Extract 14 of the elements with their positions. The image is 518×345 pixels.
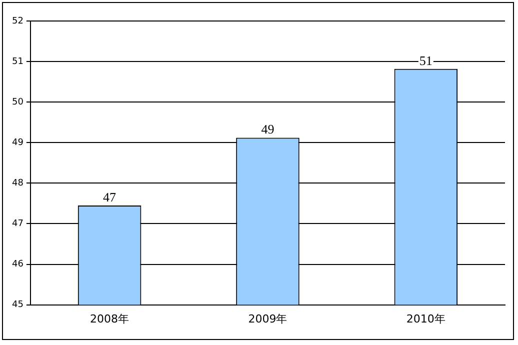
- x-tick-label: 2009年: [248, 312, 288, 326]
- y-tick-label: 49: [12, 138, 24, 148]
- y-tick-label: 45: [12, 300, 24, 310]
- y-tick-label: 52: [12, 16, 24, 26]
- x-tick-label: 2008年: [90, 312, 130, 326]
- y-tick-label: 46: [12, 260, 24, 270]
- data-label: 49: [261, 122, 274, 137]
- data-label: 51: [419, 52, 432, 68]
- y-tick-label: 48: [12, 178, 24, 189]
- y-tick-label: 50: [12, 97, 24, 108]
- y-tick-label: 47: [12, 219, 24, 230]
- y-tick-label: 51: [12, 56, 24, 67]
- x-tick-label: 2010年: [406, 312, 446, 326]
- data-label: 47: [103, 189, 117, 204]
